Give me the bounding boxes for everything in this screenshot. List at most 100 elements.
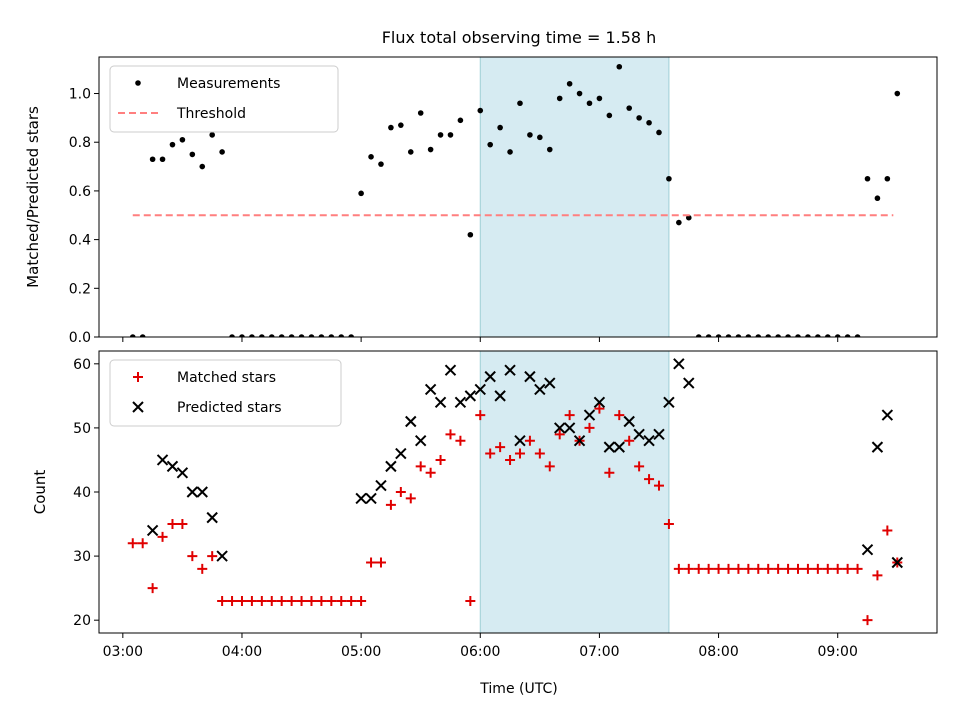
figure-title: Flux total observing time = 1.58 h bbox=[382, 28, 657, 47]
predicted-star-point bbox=[633, 428, 645, 441]
predicted-star-point bbox=[593, 396, 606, 408]
measurement-point bbox=[348, 334, 354, 337]
predicted-star-point bbox=[355, 492, 367, 505]
matched-star-point bbox=[495, 442, 506, 453]
matched-star-point bbox=[256, 595, 267, 606]
y-axis-label: Count bbox=[31, 470, 49, 515]
matched-star-point bbox=[624, 435, 635, 446]
predicted-star-point bbox=[871, 441, 884, 453]
measurement-point bbox=[308, 334, 315, 337]
predicted-star-point bbox=[861, 543, 874, 556]
measurement-point bbox=[685, 214, 692, 221]
predicted-star-point bbox=[563, 422, 576, 434]
measurement-point bbox=[815, 334, 821, 337]
series-measurements bbox=[129, 63, 901, 337]
measurement-point bbox=[844, 334, 851, 337]
predicted-star-point bbox=[603, 441, 616, 453]
series-matched-stars bbox=[127, 403, 903, 626]
measurement-point bbox=[765, 334, 772, 337]
predicted-star-point bbox=[146, 524, 159, 537]
predicted-star-point bbox=[613, 441, 625, 453]
predicted-star-point bbox=[663, 396, 675, 408]
observing-window-span bbox=[480, 351, 669, 633]
matched-star-point bbox=[445, 429, 456, 440]
legend-marker-predicted bbox=[132, 401, 144, 413]
measurement-point bbox=[447, 132, 454, 138]
matched-star-point bbox=[614, 410, 625, 421]
predicted-star-point bbox=[365, 492, 377, 505]
x-tick-label: 05:00 bbox=[341, 644, 381, 660]
matched-star-point bbox=[634, 461, 645, 472]
y-tick-label: 0.2 bbox=[69, 281, 91, 297]
plot-area bbox=[127, 358, 903, 626]
matched-star-point bbox=[743, 563, 754, 574]
measurement-point bbox=[368, 154, 374, 160]
measurement-point bbox=[785, 334, 791, 337]
matched-star-point bbox=[644, 474, 655, 485]
measurement-point bbox=[775, 334, 781, 337]
matched-star-point bbox=[524, 435, 535, 446]
matched-star-point bbox=[792, 563, 803, 574]
measurement-point bbox=[427, 146, 434, 153]
legend-marker-measurements bbox=[135, 80, 141, 86]
measurement-point bbox=[169, 141, 176, 148]
y-tick-label: 60 bbox=[73, 357, 91, 373]
predicted-star-point bbox=[544, 377, 556, 389]
matched-star-point bbox=[673, 563, 684, 574]
measurement-point bbox=[596, 95, 603, 102]
matched-star-point bbox=[207, 551, 218, 562]
matched-star-point bbox=[802, 563, 813, 574]
predicted-star-point bbox=[534, 383, 546, 396]
measurement-point bbox=[805, 334, 811, 337]
measurement-point bbox=[328, 334, 335, 337]
matched-star-point bbox=[425, 467, 436, 478]
matched-star-point bbox=[246, 595, 257, 606]
matched-star-point bbox=[723, 563, 734, 574]
measurement-point bbox=[755, 334, 762, 337]
predicted-star-point bbox=[474, 383, 486, 396]
matched-star-point bbox=[594, 403, 605, 414]
measurement-point bbox=[884, 175, 891, 182]
measurement-point bbox=[278, 334, 285, 337]
legend: Matched stars Predicted stars bbox=[109, 359, 342, 427]
matched-star-point bbox=[882, 525, 893, 536]
matched-star-point bbox=[842, 563, 853, 574]
predicted-star-point bbox=[573, 435, 586, 447]
measurement-point bbox=[735, 334, 742, 337]
measurement-point bbox=[318, 334, 325, 337]
y-tick-label: 1.0 bbox=[69, 87, 91, 103]
matched-star-point bbox=[227, 595, 238, 606]
matched-star-point bbox=[306, 595, 317, 606]
matched-star-point bbox=[187, 551, 198, 562]
measurement-point bbox=[725, 334, 732, 337]
x-tick-label: 07:00 bbox=[579, 644, 619, 660]
observing-window-span bbox=[480, 57, 669, 337]
measurement-point bbox=[437, 132, 444, 138]
predicted-star-point bbox=[395, 447, 407, 460]
predicted-star-point bbox=[414, 435, 427, 447]
measurement-point bbox=[616, 63, 623, 70]
measurement-point bbox=[388, 124, 394, 131]
matched-star-point bbox=[366, 557, 377, 568]
measurement-point bbox=[179, 136, 186, 143]
ratio-panel: 0.0 0.2 0.4 0.6 0.8 1.0 Matched/Predicted star… bbox=[24, 56, 938, 346]
matched-star-point bbox=[733, 563, 744, 574]
y-tick-label: 20 bbox=[73, 613, 91, 629]
x-tick-label: 08:00 bbox=[698, 644, 738, 660]
measurement-point bbox=[497, 124, 503, 131]
matched-star-point bbox=[703, 563, 714, 574]
predicted-star-point bbox=[196, 486, 208, 498]
matched-star-point bbox=[167, 519, 178, 530]
matched-star-point bbox=[356, 595, 367, 606]
matched-star-point bbox=[534, 448, 545, 459]
legend-box bbox=[109, 65, 339, 133]
matched-star-point bbox=[753, 563, 764, 574]
matched-star-point bbox=[544, 461, 555, 472]
matched-star-point bbox=[862, 615, 873, 626]
matched-star-point bbox=[266, 595, 277, 606]
predicted-star-point bbox=[434, 396, 447, 408]
predicted-star-point bbox=[504, 364, 516, 376]
measurement-point bbox=[874, 195, 881, 202]
measurement-point bbox=[129, 334, 136, 337]
predicted-star-point bbox=[424, 383, 437, 396]
